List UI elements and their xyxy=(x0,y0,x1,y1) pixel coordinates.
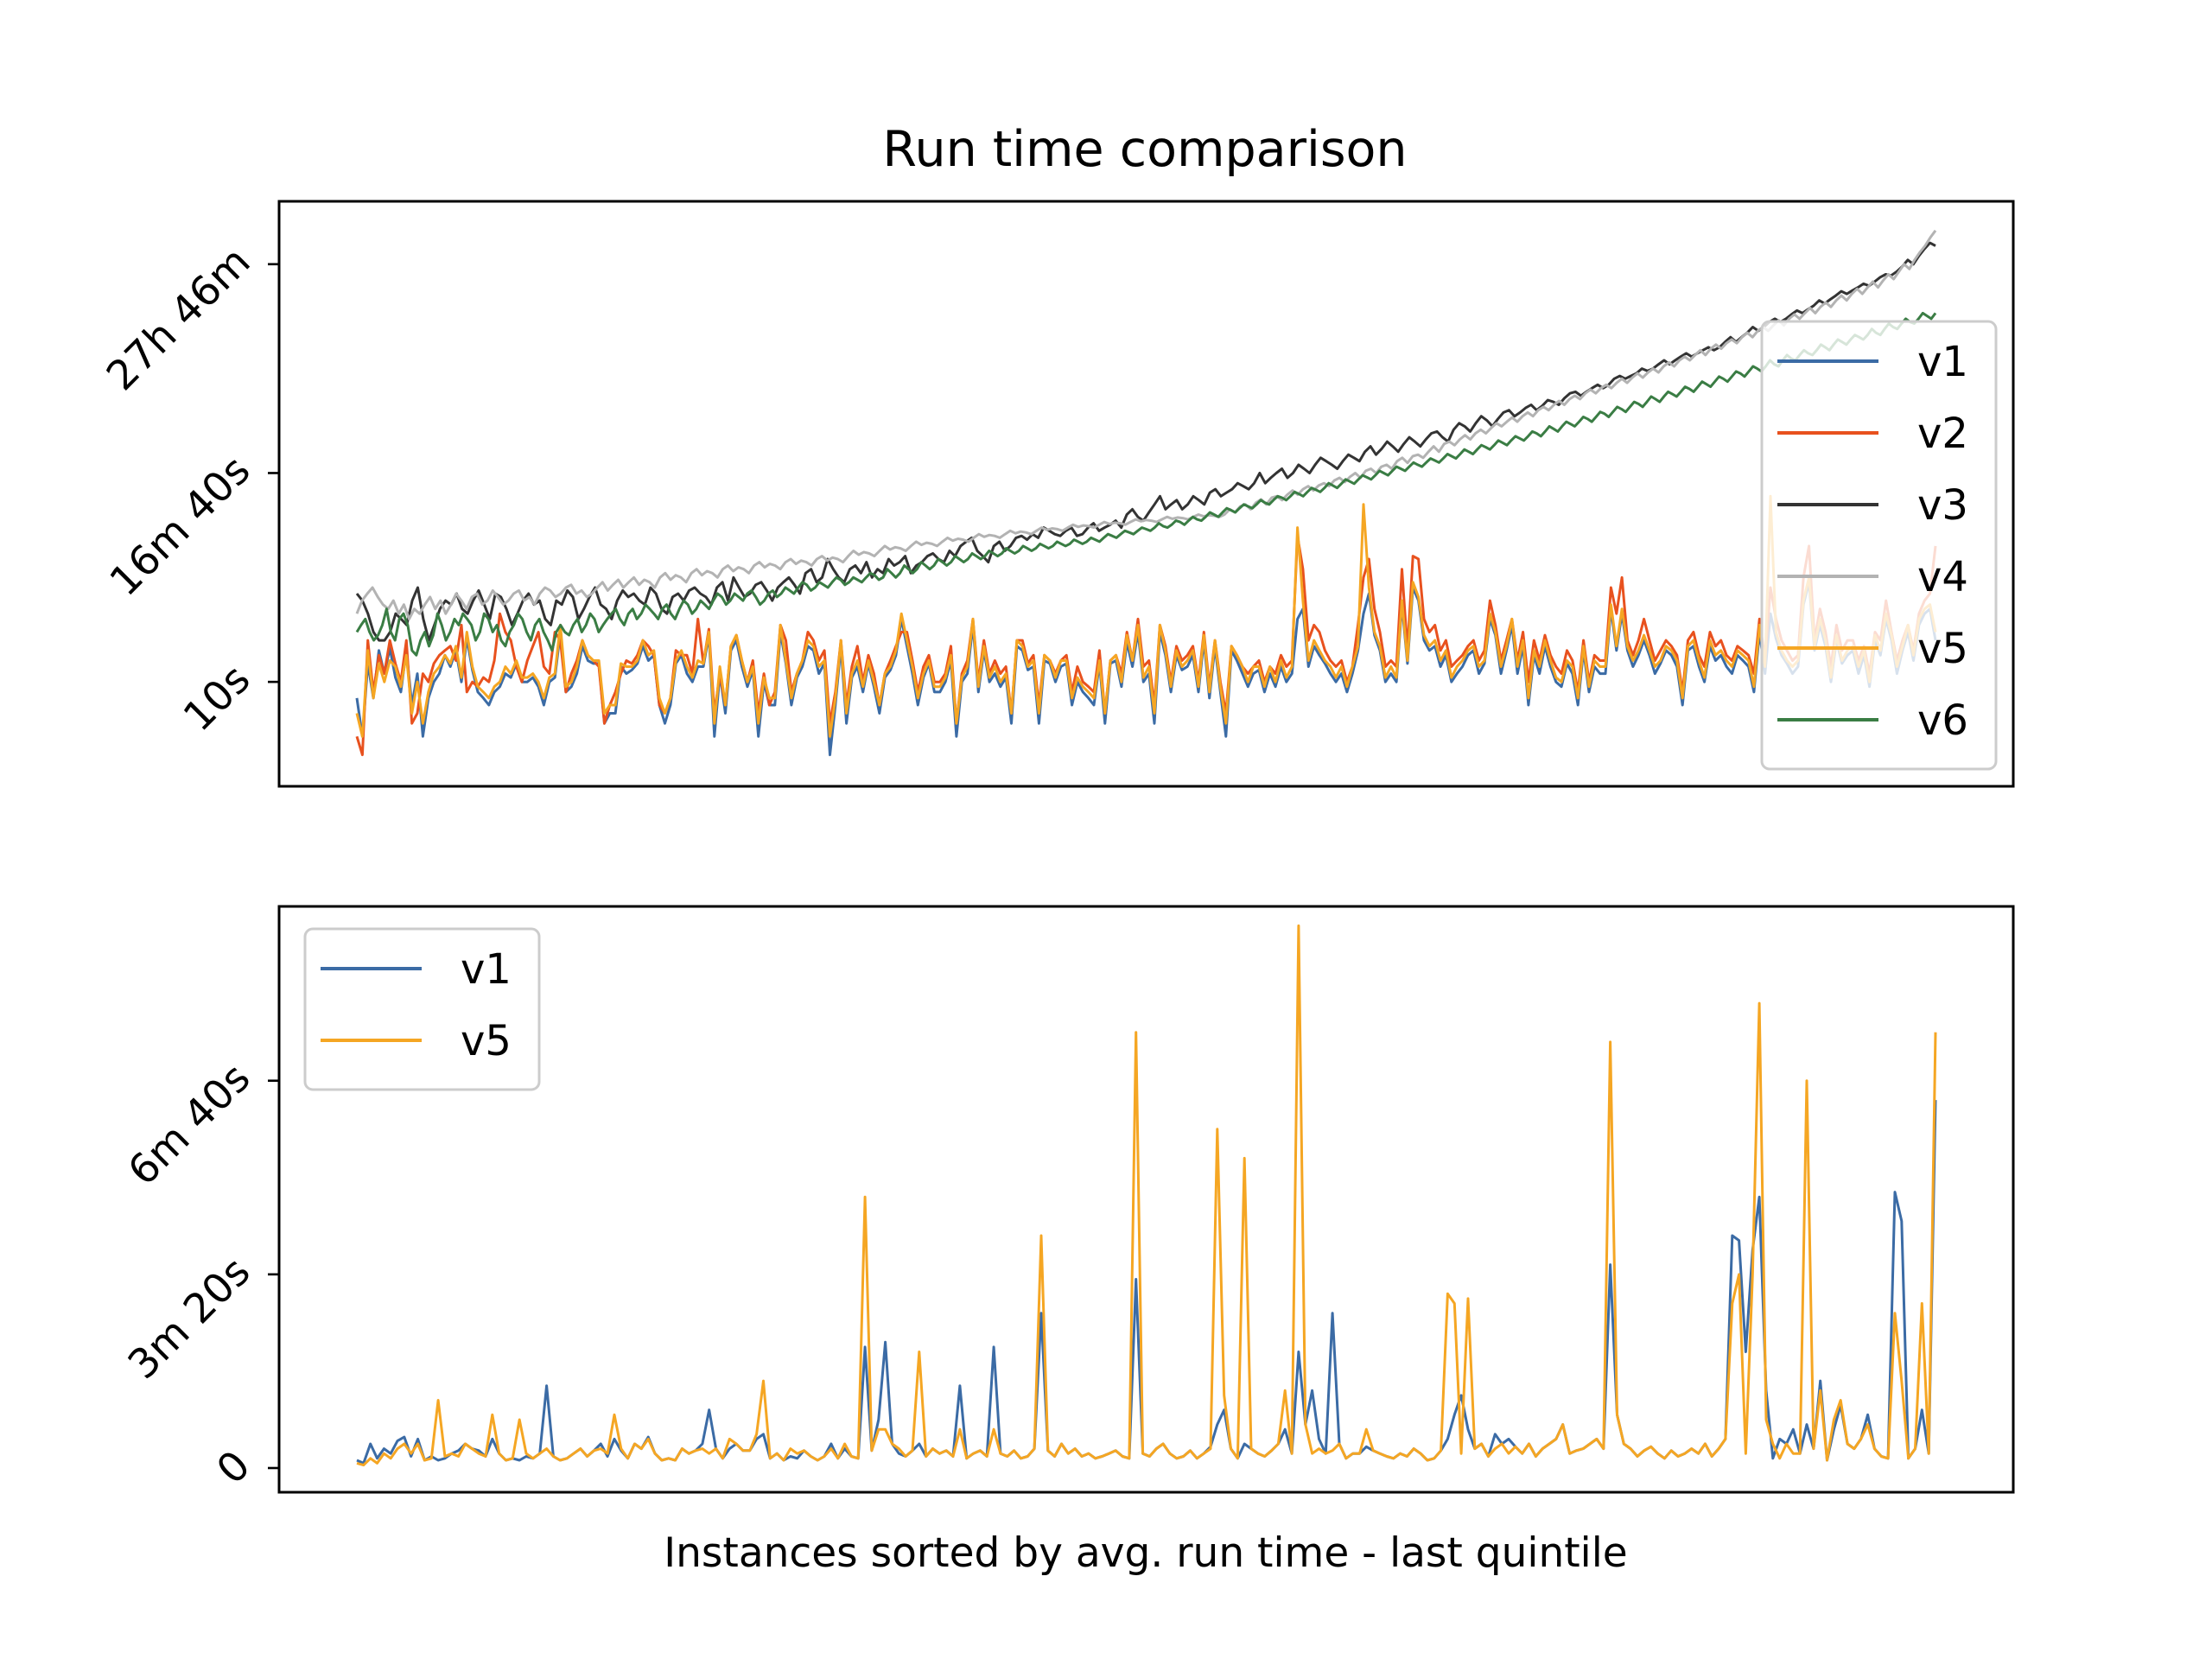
bottom-plot-frame xyxy=(277,905,2015,1494)
bottom-series-v5-line xyxy=(356,924,1937,1467)
top-legend-label-v5: v5 xyxy=(1917,625,1968,673)
bottom-legend-label-v1: v1 xyxy=(461,945,512,994)
bottom-ytick-label: 0 xyxy=(207,1442,259,1494)
top-legend-label-v6: v6 xyxy=(1917,696,1968,745)
top-legend-label-v2: v2 xyxy=(1917,410,1968,458)
bottom-series-group xyxy=(356,924,1937,1467)
top-ytick-label: 10s xyxy=(175,656,259,741)
bottom-y-axis: 0 3m 20s 6m 40s xyxy=(119,1054,279,1494)
top-legend-label-v1: v1 xyxy=(1917,338,1968,386)
top-ytick-label: 27h 46m xyxy=(98,238,259,399)
top-legend-label-v4: v4 xyxy=(1917,553,1968,601)
top-ytick-label: 16m 40s xyxy=(101,447,260,606)
top-panel: 10s 16m 40s 27h 46m v1 v2 v3 v4 v5 v6 xyxy=(98,200,2015,788)
top-legend: v1 v2 v3 v4 v5 v6 xyxy=(1760,320,1998,771)
top-series-v4-line xyxy=(355,229,1937,620)
bottom-series-v1-line xyxy=(356,1100,1937,1465)
top-series-v5-line xyxy=(355,494,1937,738)
chart-title: Run time comparison xyxy=(882,121,1407,178)
bottom-legend-label-v5: v5 xyxy=(461,1017,512,1065)
top-series-v6-line xyxy=(355,311,1937,657)
top-series-v1-line xyxy=(355,581,1937,757)
bottom-ytick-label: 3m 20s xyxy=(119,1248,260,1389)
top-plot-frame xyxy=(277,200,2015,788)
bottom-ytick-label: 6m 40s xyxy=(119,1054,260,1195)
top-series-v2-line xyxy=(355,534,1937,757)
top-series-group xyxy=(355,229,1937,757)
top-series-v3-line xyxy=(355,241,1936,642)
top-legend-label-v3: v3 xyxy=(1917,481,1968,530)
x-axis-label: Instances sorted by avg. run time - last… xyxy=(664,1529,1627,1577)
top-y-axis: 10s 16m 40s 27h 46m xyxy=(98,238,279,741)
